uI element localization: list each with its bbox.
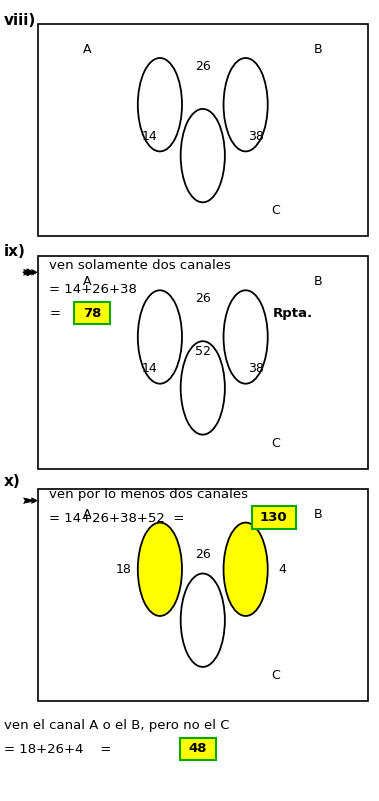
Text: ven solamente dos canales: ven solamente dos canales bbox=[49, 260, 231, 272]
Text: 14: 14 bbox=[142, 130, 158, 143]
Text: 48: 48 bbox=[189, 743, 207, 755]
Text: 78: 78 bbox=[83, 307, 101, 320]
Text: =: = bbox=[49, 308, 60, 320]
Bar bbox=[38, 489, 368, 701]
Bar bbox=[252, 506, 296, 529]
Text: C: C bbox=[271, 204, 280, 217]
Text: 38: 38 bbox=[247, 130, 263, 143]
Text: C: C bbox=[271, 669, 280, 682]
Text: 18: 18 bbox=[116, 563, 132, 576]
Text: B: B bbox=[314, 508, 323, 521]
Text: x): x) bbox=[4, 474, 20, 489]
Text: 14: 14 bbox=[142, 362, 158, 376]
Bar bbox=[38, 256, 368, 469]
Text: viii): viii) bbox=[4, 13, 36, 28]
Text: 130: 130 bbox=[260, 511, 288, 524]
Text: C: C bbox=[271, 437, 280, 449]
Text: 26: 26 bbox=[195, 292, 211, 305]
Text: A: A bbox=[83, 276, 92, 288]
Text: A: A bbox=[83, 43, 92, 56]
Text: 26: 26 bbox=[195, 60, 211, 73]
Text: ven el canal A o el B, pero no el C: ven el canal A o el B, pero no el C bbox=[4, 719, 229, 732]
Text: ven por lo menos dos canales: ven por lo menos dos canales bbox=[49, 488, 248, 501]
Text: 4: 4 bbox=[278, 563, 286, 576]
Text: B: B bbox=[314, 276, 323, 288]
Text: 52: 52 bbox=[195, 345, 211, 358]
Text: = 14+26+38+52  =: = 14+26+38+52 = bbox=[49, 512, 185, 525]
Text: 26: 26 bbox=[195, 548, 211, 561]
Text: ix): ix) bbox=[4, 244, 26, 260]
Bar bbox=[180, 738, 216, 760]
Bar bbox=[38, 24, 368, 236]
Text: Rpta.: Rpta. bbox=[273, 308, 313, 320]
Text: B: B bbox=[314, 43, 323, 56]
Text: 38: 38 bbox=[247, 362, 263, 376]
Bar bbox=[74, 302, 110, 324]
Text: = 18+26+4    =: = 18+26+4 = bbox=[4, 743, 111, 756]
Text: = 14+26+38: = 14+26+38 bbox=[49, 284, 137, 296]
Text: A: A bbox=[83, 508, 92, 521]
